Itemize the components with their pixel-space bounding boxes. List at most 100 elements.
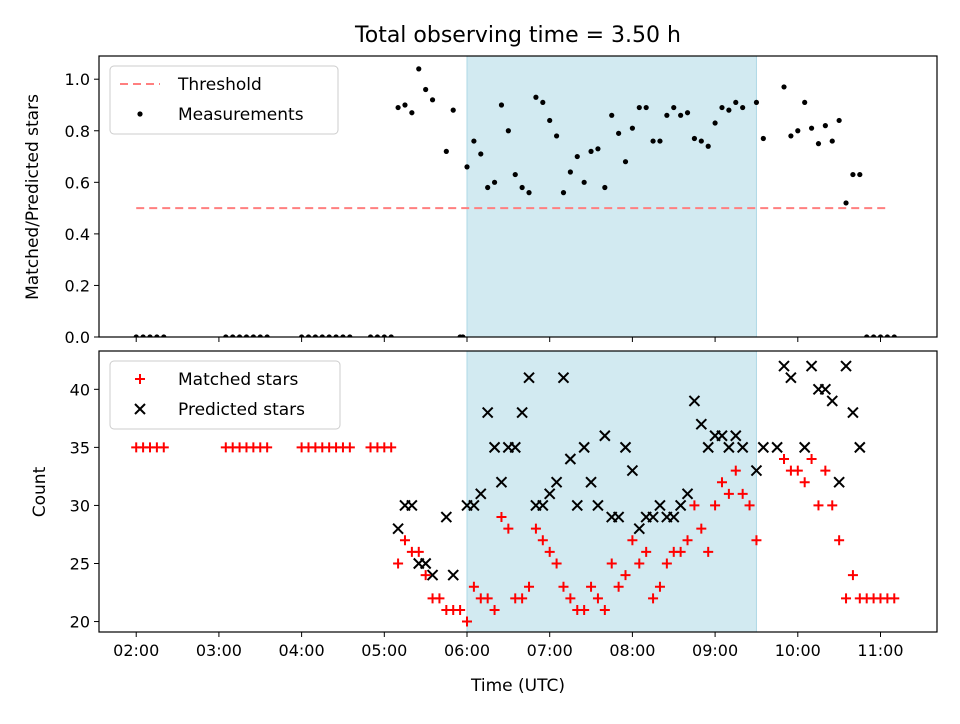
measurement-point	[850, 171, 856, 178]
matched-point	[847, 570, 858, 581]
measurement-point	[326, 334, 332, 337]
x-tick-label: 04:00	[279, 641, 325, 660]
predicted-point	[833, 476, 845, 488]
predicted-point	[134, 403, 146, 415]
predicted-point	[550, 476, 563, 488]
observing-window-shade	[467, 351, 757, 632]
predicted-point	[592, 499, 604, 512]
measurement-point	[429, 97, 436, 103]
measurement-point	[595, 146, 601, 152]
matched-point	[135, 374, 145, 384]
measurement-point	[161, 334, 167, 337]
measurement-point	[602, 184, 608, 191]
predicted-point	[557, 371, 570, 384]
measurement-point	[243, 334, 250, 337]
measurement-point	[836, 117, 842, 124]
predicted-point	[468, 499, 480, 512]
measurement-point	[319, 334, 325, 337]
matched-point	[813, 500, 824, 511]
measurement-point	[609, 112, 615, 118]
matched-point	[841, 593, 852, 604]
measurement-point	[333, 334, 339, 337]
legend-label: Threshold	[177, 75, 262, 95]
measurement-point	[567, 169, 573, 175]
measurement-point	[815, 141, 822, 147]
measurement-point	[443, 148, 449, 154]
matched-point	[799, 477, 810, 488]
measurement-point	[802, 99, 808, 106]
predicted-point	[750, 464, 763, 477]
matched-point	[503, 523, 514, 534]
predicted-point	[419, 557, 432, 570]
matched-point	[889, 593, 900, 604]
measurement-point	[450, 107, 456, 113]
x-tick-label: 08:00	[609, 641, 655, 660]
matched-point	[530, 523, 541, 534]
measurement-point	[857, 171, 863, 178]
matched-point	[434, 593, 445, 604]
predicted-point	[633, 522, 645, 535]
measurement-point	[460, 334, 466, 337]
predicted-point	[695, 418, 708, 430]
matched-point	[779, 453, 790, 464]
measurement-point	[140, 334, 146, 337]
matched-point	[654, 581, 665, 592]
matched-point	[579, 604, 590, 615]
bottom-panel: 20 25 30 35 40 02:00 03:00 04:00 05:00 06:00 07:00…	[70, 350, 938, 660]
matched-point	[744, 500, 755, 511]
bottom-y-axis-label: Count	[30, 466, 50, 517]
matched-point	[834, 535, 845, 546]
legend-label: Matched stars	[178, 370, 298, 390]
predicted-point	[730, 430, 742, 442]
measurement-point	[230, 334, 236, 337]
x-tick-label: 10:00	[775, 641, 821, 660]
x-tick-label: 06:00	[444, 641, 490, 660]
y-tick-label: 25	[70, 554, 90, 573]
matched-point	[386, 442, 397, 453]
measurement-point	[388, 334, 394, 337]
matched-point	[489, 604, 500, 615]
matched-point	[468, 581, 479, 592]
matched-point	[455, 604, 466, 615]
predicted-point	[488, 441, 501, 454]
measurement-point	[891, 334, 897, 337]
measurement-point	[471, 138, 477, 144]
matched-point	[586, 581, 597, 592]
predicted-point	[819, 383, 832, 396]
matched-point	[641, 546, 652, 557]
measurement-point	[629, 125, 635, 131]
matched-point	[827, 500, 838, 511]
matched-point	[792, 465, 803, 476]
measurement-point	[340, 334, 346, 337]
predicted-point	[805, 360, 818, 372]
measurement-point	[643, 104, 649, 111]
matched-point	[710, 500, 721, 511]
measurement-point	[402, 102, 408, 108]
matched-point	[723, 488, 734, 499]
legend-label: Predicted stars	[178, 400, 305, 420]
measurement-point	[464, 164, 470, 170]
matched-point	[703, 546, 714, 557]
measurement-point	[760, 135, 766, 142]
matched-point	[820, 465, 831, 476]
predicted-point	[847, 406, 859, 419]
x-tick-label: 05:00	[361, 641, 407, 660]
measurement-point	[519, 184, 525, 191]
predicted-point	[778, 360, 790, 372]
predicted-point	[440, 511, 453, 523]
measurement-point	[526, 190, 532, 196]
predicted-point	[509, 441, 521, 454]
predicted-point	[392, 522, 404, 535]
measurement-point	[547, 117, 553, 124]
matched-point	[592, 593, 603, 604]
predicted-point	[523, 371, 535, 384]
legend-label: Measurements	[178, 105, 304, 125]
measurement-point	[877, 334, 884, 337]
matched-point	[517, 593, 528, 604]
measurement-point	[154, 334, 160, 337]
measurement-point	[657, 138, 663, 144]
measurement-point	[478, 151, 484, 157]
observing-window-shade	[467, 56, 757, 337]
measurement-point	[691, 135, 698, 142]
predicted-point	[736, 441, 749, 454]
